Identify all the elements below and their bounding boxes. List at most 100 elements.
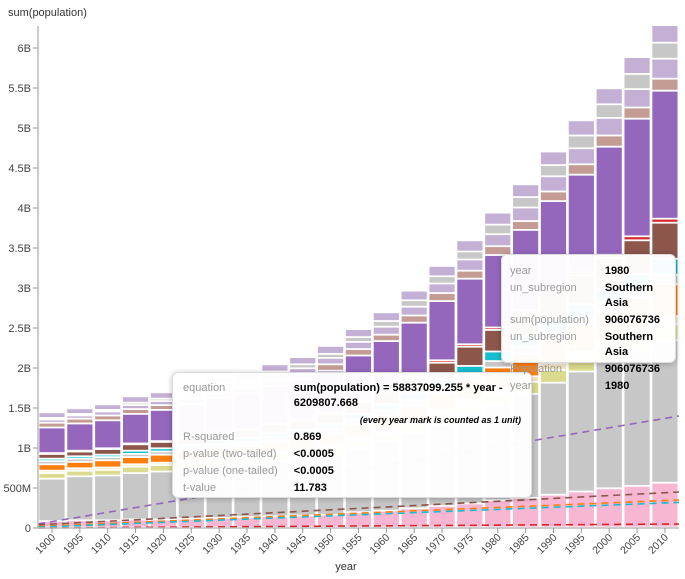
tooltip-key: year — [510, 265, 532, 277]
bar-segment — [456, 259, 484, 271]
bar-segment — [66, 423, 94, 451]
bar-segment — [66, 470, 94, 477]
bar-segment — [623, 74, 651, 90]
y-tick-label: 2B — [18, 363, 31, 375]
bar-segment — [372, 321, 400, 327]
tooltip-key: p-value (two-tailed) — [183, 448, 277, 460]
bar-segment — [400, 508, 428, 528]
bar-segment — [345, 337, 372, 342]
bar-segment — [651, 90, 679, 219]
bar-segment — [122, 443, 149, 446]
bar-segment — [623, 57, 651, 74]
bar-segment — [512, 207, 540, 222]
bar-segment — [540, 369, 567, 383]
bar-segment — [122, 450, 149, 454]
bar-segment — [651, 42, 679, 59]
bar-segment — [94, 469, 122, 476]
y-tick-label: 1.5B — [8, 403, 31, 415]
x-tick-label: 1905 — [61, 532, 86, 557]
bar-segment — [428, 283, 456, 294]
tooltip-key: sum(population) — [510, 314, 589, 326]
bar-segment — [122, 405, 149, 410]
x-tick-label: 1955 — [340, 532, 365, 557]
x-tick-label: 1920 — [145, 532, 170, 557]
bar-segment — [94, 420, 122, 449]
bar-segment — [540, 363, 567, 370]
bar-segment — [456, 270, 484, 279]
bar-segment — [317, 345, 345, 354]
bar-segment — [122, 409, 149, 414]
bar-segment — [94, 520, 122, 528]
bar-segment — [345, 512, 372, 528]
trendline — [37, 501, 680, 528]
bar-segment — [345, 329, 372, 338]
tooltip-value: 906076736 — [604, 363, 660, 375]
tooltip-row-equation: equation sum(population) = 58837099.255 *… — [179, 380, 525, 412]
tooltip-value: Southern Asia — [604, 282, 654, 309]
bar-segment — [122, 473, 149, 520]
bar-segment — [122, 466, 149, 474]
bar-segment — [122, 464, 149, 467]
bar-segment — [595, 88, 623, 105]
bar-segment — [66, 476, 94, 521]
trendline — [37, 491, 680, 526]
bar-segment — [372, 334, 400, 342]
bar-segment — [484, 234, 512, 247]
bar-segment — [540, 165, 567, 177]
bar-segment — [623, 107, 651, 119]
y-tick-label: 4B — [18, 203, 31, 215]
bar-segment — [428, 360, 456, 363]
x-tick-label: 1940 — [256, 532, 281, 557]
bar-segment — [400, 290, 428, 301]
tooltip-value: 906076736 — [604, 314, 660, 326]
bar-segment — [122, 457, 149, 465]
bar-segment — [651, 222, 679, 259]
bar-segment — [540, 176, 567, 192]
bar-segment — [456, 240, 484, 252]
bar-segment — [567, 164, 595, 175]
x-tick-label: 1900 — [33, 532, 58, 557]
y-tick-label: 5.5B — [8, 83, 31, 95]
bar-segment — [317, 357, 345, 365]
bar-segment — [456, 503, 484, 528]
bar-segment — [623, 485, 651, 528]
bar-segment — [428, 265, 456, 277]
tooltip-value: 11.783 — [293, 482, 327, 494]
bar-segment — [38, 461, 66, 465]
bar-segment — [66, 451, 94, 457]
tooltip-value: <0.0005 — [293, 465, 334, 477]
bar-segment — [651, 482, 679, 528]
bar-segment — [66, 413, 94, 416]
bar-segment — [372, 326, 400, 335]
y-tick-label: 5B — [18, 123, 31, 135]
x-tick-label: 1965 — [395, 532, 420, 557]
y-tick-label: 500M — [3, 483, 31, 495]
bar-segment — [456, 251, 484, 260]
y-tick-label: 1B — [18, 443, 31, 455]
bar-segment — [428, 301, 456, 361]
bar-segment — [94, 460, 122, 468]
bar-segment — [317, 514, 345, 528]
bar-segment — [540, 382, 567, 495]
bar-segment — [484, 224, 512, 235]
bar-segment — [512, 497, 540, 528]
bar-segment — [456, 278, 484, 345]
bar-segment — [94, 404, 122, 410]
x-tick-label: 2010 — [646, 532, 671, 557]
bar-segment — [38, 453, 66, 455]
x-tick-label: 1980 — [479, 532, 504, 557]
bar-segment — [595, 146, 623, 255]
bar-segment — [66, 415, 94, 419]
bar-segment — [484, 500, 512, 528]
x-tick-label: 2005 — [618, 532, 643, 557]
bar-segment — [456, 344, 484, 347]
bar-segment — [261, 364, 289, 372]
bar-segment — [38, 453, 66, 459]
bar-segment — [567, 491, 595, 528]
tooltip-key: t-value — [183, 482, 217, 494]
bar-segment — [317, 353, 345, 358]
bar-segment — [94, 467, 122, 470]
bar-segment — [38, 478, 66, 522]
bar-segment — [595, 104, 623, 118]
